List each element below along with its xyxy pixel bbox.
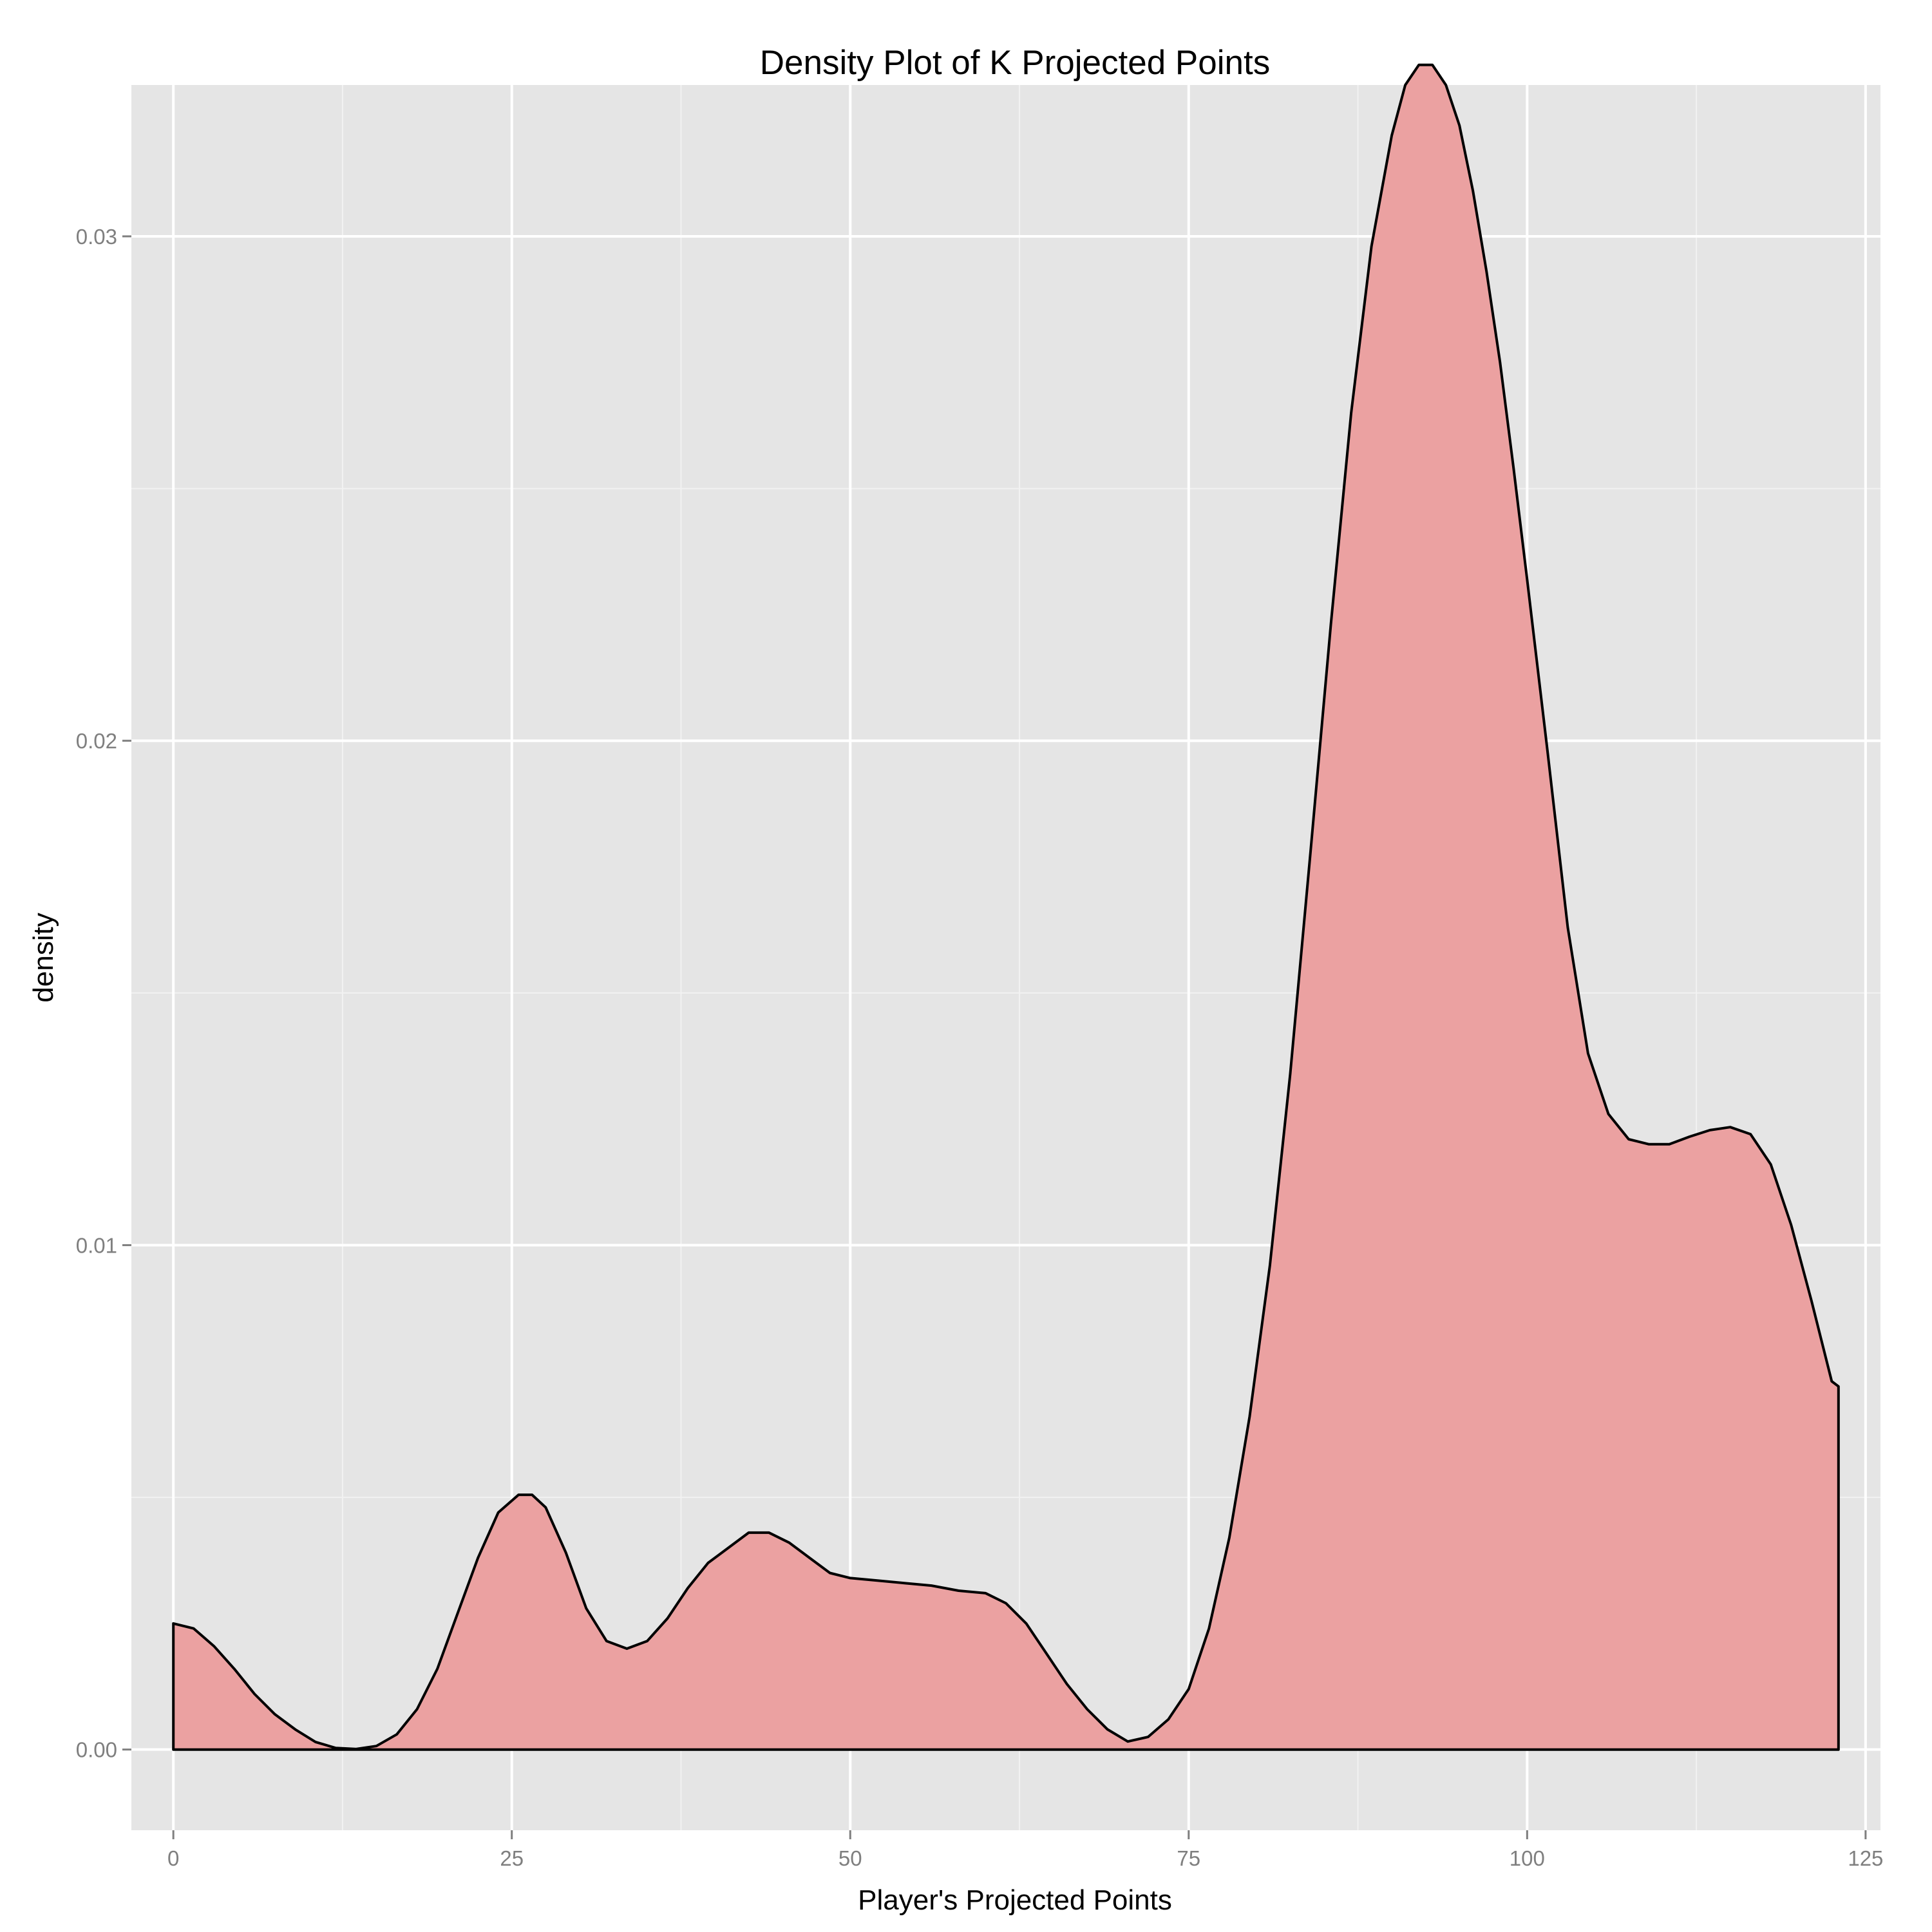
x-tick-label: 100 <box>1510 1846 1545 1870</box>
x-axis: 0 25 50 75 100 125 <box>167 1830 1883 1870</box>
y-tick-label: 0.01 <box>76 1233 117 1257</box>
y-axis: 0.00 0.01 0.02 0.03 <box>76 225 131 1762</box>
x-axis-title: Player's Projected Points <box>858 1884 1172 1916</box>
x-tick-label: 50 <box>838 1846 862 1870</box>
x-tick-label: 125 <box>1848 1846 1883 1870</box>
chart-title: Density Plot of K Projected Points <box>760 44 1270 82</box>
x-tick-label: 75 <box>1177 1846 1200 1870</box>
x-tick-label: 0 <box>167 1846 179 1870</box>
density-area <box>172 63 1840 1751</box>
y-tick-label: 0.00 <box>76 1738 117 1762</box>
y-axis-title: density <box>28 913 59 1002</box>
y-tick-label: 0.03 <box>76 225 117 249</box>
x-tick-label: 25 <box>500 1846 524 1870</box>
y-tick-label: 0.02 <box>76 729 117 753</box>
